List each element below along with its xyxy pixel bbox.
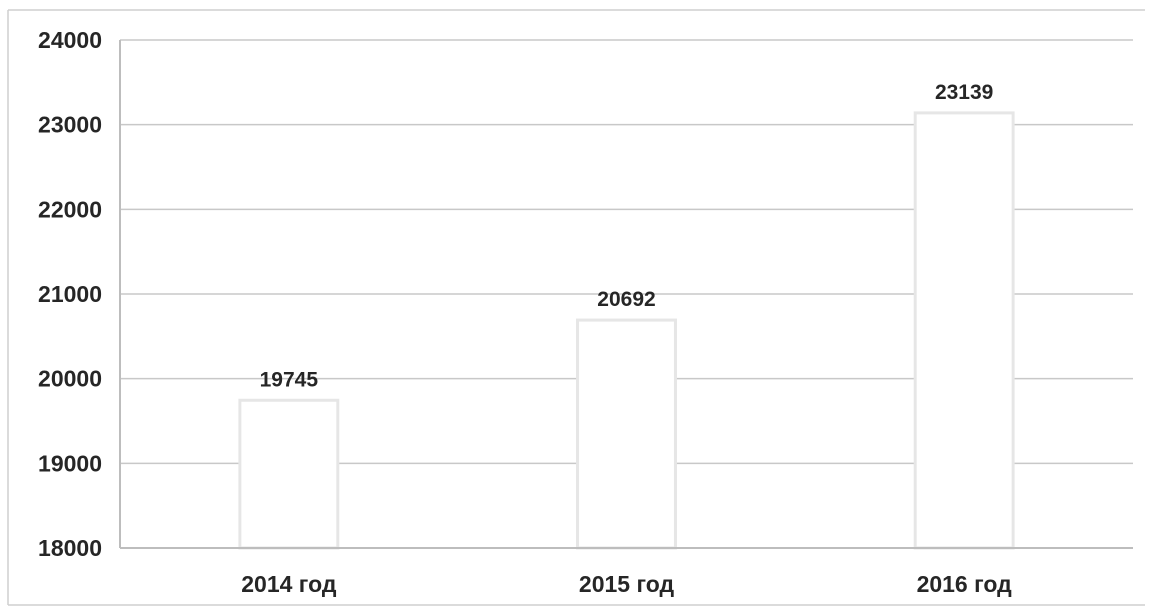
data-label-2: 20692 <box>597 288 655 311</box>
labels: 18000 19000 20000 21000 22000 23000 24000 19745… <box>38 27 1012 597</box>
bar-1 <box>238 398 340 550</box>
y-tick-label-21000: 21000 <box>38 281 102 307</box>
data-label-3: 23139 <box>935 81 993 104</box>
x-category-label-1: 2014 год <box>241 571 337 597</box>
x-category-label-2: 2015 год <box>579 571 675 597</box>
bars <box>238 111 1015 550</box>
y-tick-label-22000: 22000 <box>38 196 102 222</box>
data-label-1: 19745 <box>260 368 319 391</box>
y-tick-label-18000: 18000 <box>38 535 102 561</box>
y-tick-label-19000: 19000 <box>38 450 102 476</box>
bar-3 <box>913 111 1015 550</box>
chart-frame <box>7 9 1145 606</box>
y-tick-label-20000: 20000 <box>38 366 102 392</box>
axes <box>119 40 1133 549</box>
y-tick-label-24000: 24000 <box>38 27 102 53</box>
y-tick-label-23000: 23000 <box>38 112 102 138</box>
bar-2 <box>576 318 677 550</box>
x-category-label-3: 2016 год <box>917 571 1013 597</box>
